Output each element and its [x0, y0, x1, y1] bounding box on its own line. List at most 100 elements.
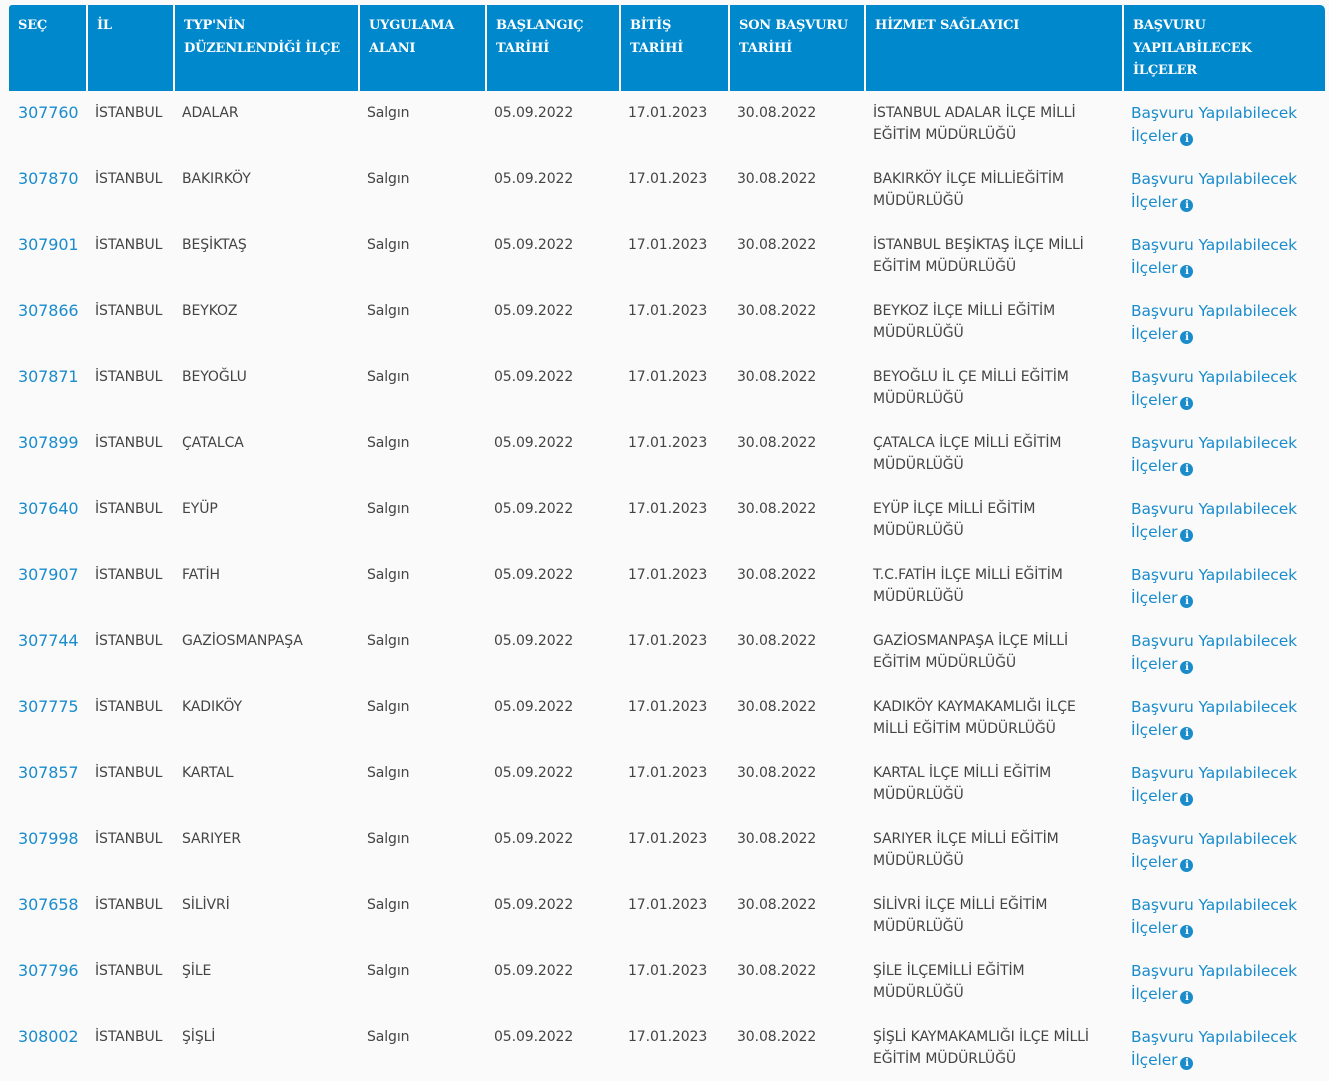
districts-link[interactable]: Başvuru Yapılabilecek İlçeler [1131, 170, 1297, 211]
table-header: SEÇ İL TYP'NİN DÜZENLENDİĞİ İLÇE UYGULAM… [9, 5, 1325, 91]
alan-cell: Salgın [367, 303, 410, 319]
districts-link[interactable]: Başvuru Yapılabilecek İlçeler [1131, 104, 1297, 145]
select-link[interactable]: 307796 [18, 961, 79, 980]
il-cell: İSTANBUL [95, 435, 163, 451]
districts-link-label: Başvuru Yapılabilecek İlçeler [1131, 1028, 1298, 1069]
select-link[interactable]: 307871 [18, 367, 79, 386]
select-link[interactable]: 307658 [18, 895, 79, 914]
table-row: 307901 İSTANBUL BEŞİKTAŞ Salgın 05.09.20… [9, 223, 1325, 289]
districts-link[interactable]: Başvuru Yapılabilecek İlçeler [1131, 896, 1297, 937]
districts-link[interactable]: Başvuru Yapılabilecek İlçeler [1131, 764, 1297, 805]
select-link[interactable]: 307899 [18, 433, 79, 452]
last-apply-date-cell: 30.08.2022 [737, 105, 817, 121]
info-circle-icon[interactable]: i [1180, 265, 1194, 278]
info-circle-icon[interactable]: i [1180, 529, 1194, 542]
info-circle-icon[interactable]: i [1180, 1057, 1194, 1070]
table-row: 307640 İSTANBUL EYÜP Salgın 05.09.2022 1… [9, 487, 1325, 553]
districts-link[interactable]: Başvuru Yapılabilecek İlçeler [1131, 632, 1297, 673]
districts-cell: Başvuru Yapılabilecek İlçeler i [1122, 817, 1325, 883]
select-cell: 308002 [9, 1015, 86, 1081]
info-circle-icon[interactable]: i [1180, 793, 1194, 806]
start-date-cell: 05.09.2022 [494, 105, 574, 121]
ilce-cell: SİLİVRİ [182, 897, 230, 913]
select-link[interactable]: 307744 [18, 631, 79, 650]
il-cell: İSTANBUL [95, 105, 163, 121]
districts-cell: Başvuru Yapılabilecek İlçeler i [1122, 223, 1325, 289]
districts-cell: Başvuru Yapılabilecek İlçeler i [1122, 421, 1325, 487]
info-circle-icon[interactable]: i [1180, 463, 1194, 476]
table-row: 307857 İSTANBUL KARTAL Salgın 05.09.2022… [9, 751, 1325, 817]
select-link[interactable]: 307760 [18, 103, 79, 122]
il-cell: İSTANBUL [95, 237, 163, 253]
districts-link[interactable]: Başvuru Yapılabilecek İlçeler [1131, 500, 1297, 541]
alan-cell: Salgın [367, 699, 410, 715]
info-circle-icon[interactable]: i [1180, 925, 1194, 938]
select-link[interactable]: 307857 [18, 763, 79, 782]
select-link[interactable]: 307901 [18, 235, 79, 254]
districts-link[interactable]: Başvuru Yapılabilecek İlçeler [1131, 236, 1297, 277]
districts-link[interactable]: Başvuru Yapılabilecek İlçeler [1131, 698, 1297, 739]
select-link[interactable]: 307907 [18, 565, 79, 584]
header-il: İL [86, 5, 173, 91]
info-circle-icon[interactable]: i [1180, 331, 1194, 344]
select-link[interactable]: 307870 [18, 169, 79, 188]
select-cell: 307640 [9, 487, 86, 553]
districts-cell: Başvuru Yapılabilecek İlçeler i [1122, 289, 1325, 355]
alan-cell: Salgın [367, 369, 410, 385]
ilce-cell: GAZİOSMANPAŞA [182, 633, 303, 649]
last-apply-date-cell: 30.08.2022 [737, 699, 817, 715]
info-circle-icon[interactable]: i [1180, 661, 1194, 674]
info-circle-icon[interactable]: i [1180, 595, 1194, 608]
start-date-cell: 05.09.2022 [494, 237, 574, 253]
info-circle-icon[interactable]: i [1180, 727, 1194, 740]
alan-cell: Salgın [367, 237, 410, 253]
info-circle-icon[interactable]: i [1180, 199, 1194, 212]
ilce-cell: BAKIRKÖY [182, 171, 251, 187]
start-date-cell: 05.09.2022 [494, 963, 574, 979]
districts-link[interactable]: Başvuru Yapılabilecek İlçeler [1131, 302, 1297, 343]
ilce-cell: KARTAL [182, 765, 234, 781]
districts-link[interactable]: Başvuru Yapılabilecek İlçeler [1131, 1028, 1297, 1069]
districts-link[interactable]: Başvuru Yapılabilecek İlçeler [1131, 368, 1297, 409]
info-circle-icon[interactable]: i [1180, 859, 1194, 872]
districts-link-label: Başvuru Yapılabilecek İlçeler [1131, 434, 1298, 475]
info-circle-icon[interactable]: i [1180, 397, 1194, 410]
districts-link[interactable]: Başvuru Yapılabilecek İlçeler [1131, 830, 1297, 871]
start-date-cell: 05.09.2022 [494, 303, 574, 319]
alan-cell: Salgın [367, 501, 410, 517]
end-date-cell: 17.01.2023 [628, 171, 708, 187]
provider-cell: GAZİOSMANPAŞA İLÇE MİLLİ EĞİTİM MÜDÜRLÜĞ… [873, 633, 1069, 671]
end-date-cell: 17.01.2023 [628, 567, 708, 583]
districts-link[interactable]: Başvuru Yapılabilecek İlçeler [1131, 566, 1297, 607]
start-date-cell: 05.09.2022 [494, 831, 574, 847]
select-link[interactable]: 307775 [18, 697, 79, 716]
ilce-cell: KADIKÖY [182, 699, 242, 715]
table-row: 307871 İSTANBUL BEYOĞLU Salgın 05.09.202… [9, 355, 1325, 421]
last-apply-date-cell: 30.08.2022 [737, 633, 817, 649]
info-circle-icon[interactable]: i [1180, 991, 1194, 1004]
districts-cell: Başvuru Yapılabilecek İlçeler i [1122, 883, 1325, 949]
districts-link-label: Başvuru Yapılabilecek İlçeler [1131, 104, 1298, 145]
select-cell: 307744 [9, 619, 86, 685]
provider-cell: ŞİŞLİ KAYMAKAMLIĞI İLÇE MİLLİ EĞİTİM MÜD… [873, 1029, 1089, 1067]
districts-link[interactable]: Başvuru Yapılabilecek İlçeler [1131, 962, 1297, 1003]
ilce-cell: ÇATALCA [182, 435, 244, 451]
districts-link-label: Başvuru Yapılabilecek İlçeler [1131, 170, 1298, 211]
districts-cell: Başvuru Yapılabilecek İlçeler i [1122, 685, 1325, 751]
select-link[interactable]: 307866 [18, 301, 79, 320]
districts-link-label: Başvuru Yapılabilecek İlçeler [1131, 632, 1298, 673]
table-row: 307870 İSTANBUL BAKIRKÖY Salgın 05.09.20… [9, 157, 1325, 223]
start-date-cell: 05.09.2022 [494, 369, 574, 385]
info-circle-icon[interactable]: i [1180, 133, 1194, 146]
provider-cell: BEYOĞLU İL ÇE MİLLİ EĞİTİM MÜDÜRLÜĞÜ [873, 369, 1069, 407]
select-link[interactable]: 307998 [18, 829, 79, 848]
last-apply-date-cell: 30.08.2022 [737, 435, 817, 451]
ilce-cell: BEŞİKTAŞ [182, 237, 247, 253]
il-cell: İSTANBUL [95, 501, 163, 517]
select-link[interactable]: 307640 [18, 499, 79, 518]
end-date-cell: 17.01.2023 [628, 699, 708, 715]
districts-link[interactable]: Başvuru Yapılabilecek İlçeler [1131, 434, 1297, 475]
il-cell: İSTANBUL [95, 699, 163, 715]
select-cell: 307796 [9, 949, 86, 1015]
select-link[interactable]: 308002 [18, 1027, 79, 1046]
